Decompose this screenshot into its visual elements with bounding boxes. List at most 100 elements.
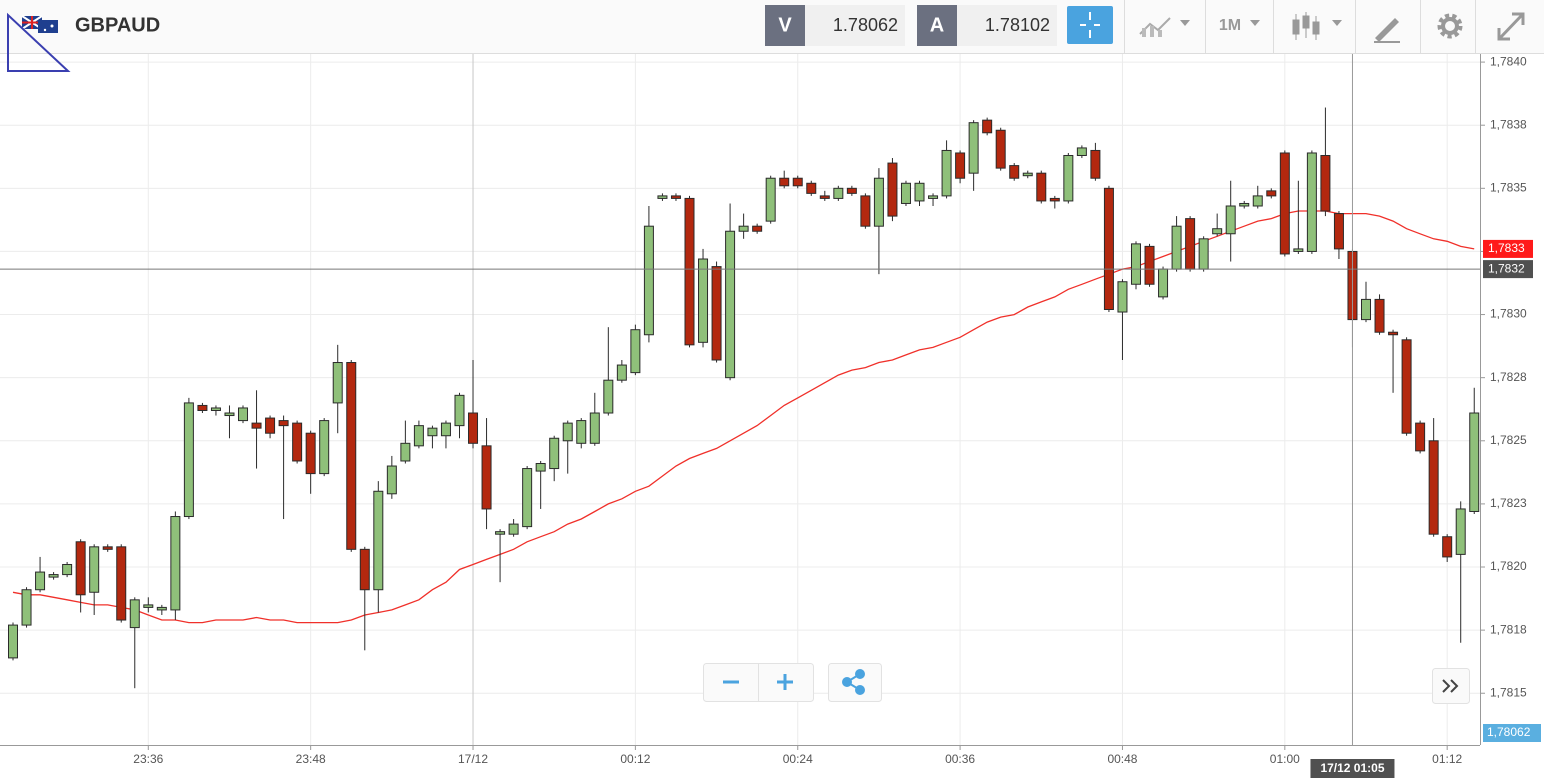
- candle-body: [1171, 225, 1182, 270]
- candle-body: [1320, 154, 1331, 212]
- bid-price: 1.78062: [833, 15, 898, 35]
- y-tick-label: 1,7815: [1490, 685, 1527, 699]
- toolbar-dividers: [1124, 0, 1476, 53]
- y-tick-label: 1,7830: [1490, 307, 1527, 321]
- candle-body: [386, 465, 397, 495]
- candle-body: [684, 197, 695, 346]
- candle-body: [1428, 440, 1439, 535]
- candle-body: [643, 225, 654, 336]
- candle-body: [779, 177, 790, 187]
- candle-body: [995, 129, 1006, 169]
- candle-body: [752, 225, 763, 232]
- y-tick-label: 1,7818: [1490, 622, 1527, 636]
- candle-body: [1158, 268, 1169, 298]
- timeframe: 1M: [1219, 17, 1241, 34]
- candle-body: [183, 402, 194, 518]
- symbol: GBPAUD: [75, 14, 160, 36]
- crosshair-label: 17/12 01:05: [1320, 761, 1384, 775]
- share-icon: [842, 669, 865, 695]
- chart-type-button[interactable]: [1139, 17, 1190, 37]
- candle-body: [21, 589, 32, 626]
- candle-body: [1374, 298, 1385, 333]
- candle-body: [765, 177, 776, 222]
- candle-body: [900, 182, 911, 204]
- y-tick-label: 1,7828: [1490, 370, 1527, 384]
- candle-body: [1239, 202, 1250, 207]
- candle-body: [332, 362, 343, 404]
- ask-price: 1.78102: [985, 15, 1050, 35]
- candle-body: [1442, 536, 1453, 558]
- candle-body: [711, 266, 722, 361]
- candle-body: [860, 195, 871, 227]
- candle-body: [1090, 149, 1101, 179]
- candle-body: [305, 432, 316, 475]
- candle-body: [292, 422, 303, 462]
- candle-body: [968, 122, 979, 174]
- drawing-triangle: [7, 12, 71, 72]
- candle-body: [413, 425, 424, 447]
- candle-body: [75, 541, 86, 596]
- x-tick-label: 17/12: [458, 752, 488, 766]
- y-tick-label: 1,7838: [1490, 117, 1527, 131]
- candle-body: [522, 468, 533, 528]
- candle-body: [224, 412, 235, 417]
- zoom-in-button[interactable]: [777, 674, 793, 690]
- flag-icon: [21, 15, 58, 33]
- candle-body: [819, 195, 830, 199]
- candle-body: [468, 412, 479, 444]
- candle-body: [440, 422, 451, 437]
- candle-body: [265, 417, 276, 434]
- y-tick-label: 1,7820: [1490, 559, 1527, 573]
- price-badge: [1483, 260, 1533, 279]
- candle-body: [1063, 154, 1074, 202]
- candle-body: [1036, 172, 1047, 202]
- candle-body: [359, 548, 370, 591]
- candle-body: [1185, 218, 1196, 270]
- candle-body: [116, 546, 127, 621]
- crosshair-icon: [1080, 12, 1100, 38]
- candle-body: [8, 624, 18, 659]
- candle-body: [62, 563, 73, 576]
- candle-style-button[interactable]: [1292, 12, 1342, 40]
- ask-button[interactable]: [917, 5, 957, 46]
- candle-body: [914, 182, 925, 202]
- share-button[interactable]: [828, 663, 882, 702]
- candle-body: [35, 571, 46, 591]
- draw-tool-button[interactable]: [1374, 18, 1400, 43]
- candle-body: [373, 490, 384, 591]
- candle-body: [48, 574, 59, 578]
- candle-body: [941, 149, 952, 197]
- candle-body: [481, 445, 492, 510]
- fullscreen-button[interactable]: [1497, 12, 1525, 41]
- candle-body: [89, 546, 100, 593]
- crosshair-button[interactable]: [1067, 6, 1113, 44]
- candle-body: [982, 119, 993, 134]
- candle-body: [1455, 508, 1466, 555]
- candle-body: [102, 546, 113, 550]
- settings-button[interactable]: [1437, 13, 1463, 39]
- scroll-end-button[interactable]: [1432, 668, 1470, 704]
- candle-body: [508, 523, 519, 535]
- timeframe-button[interactable]: 1M: [1219, 17, 1260, 34]
- candle-body: [562, 422, 573, 442]
- candle-body: [1388, 331, 1399, 336]
- candle-body: [535, 463, 546, 472]
- price-badge-label: 1,7832: [1488, 261, 1525, 275]
- candle-body: [251, 422, 262, 429]
- candle-body: [846, 187, 857, 194]
- x-tick-label: 00:48: [1107, 752, 1137, 766]
- candle-body: [1469, 412, 1480, 512]
- candle-body: [143, 604, 154, 608]
- bid-box: [805, 5, 905, 46]
- candle-body: [1144, 245, 1155, 285]
- candle-body: [698, 258, 709, 343]
- candle-body: [1049, 197, 1060, 202]
- candle-body: [400, 442, 411, 462]
- candle-body: [346, 362, 357, 550]
- candle-body: [1009, 165, 1020, 179]
- x-tick-label: 00:36: [945, 752, 975, 766]
- candle-body: [1022, 172, 1033, 177]
- bid-button[interactable]: [765, 5, 805, 46]
